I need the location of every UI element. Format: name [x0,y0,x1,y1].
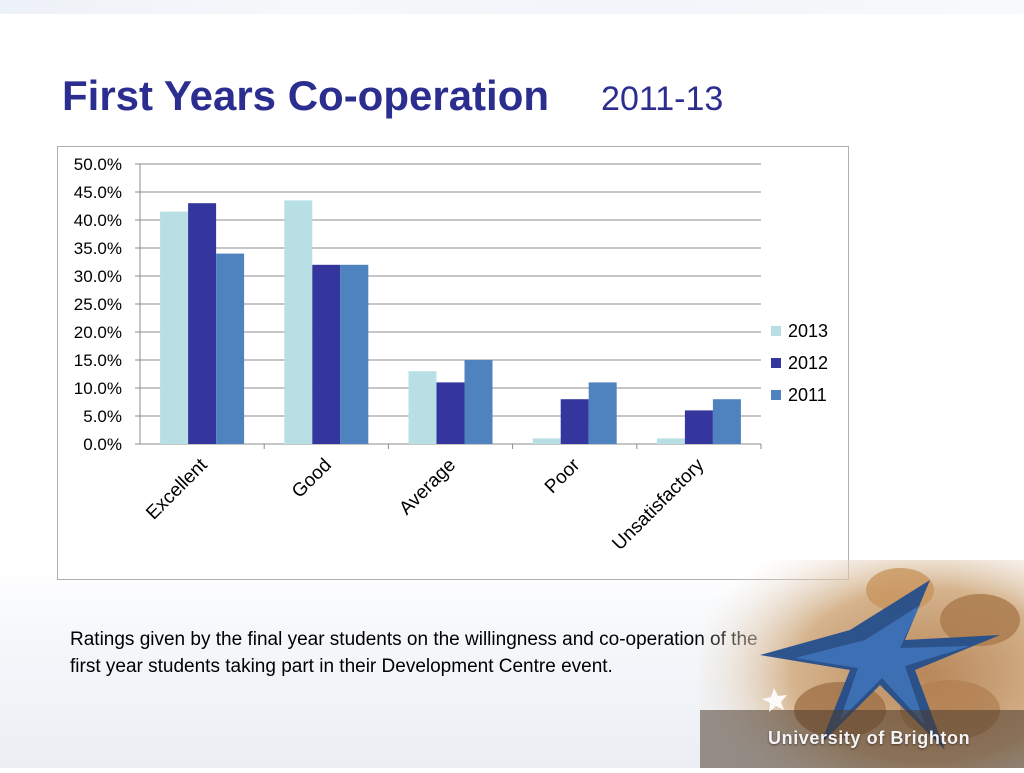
bar-2012-unsatisfactory [684,410,713,444]
y-tick-label: 10.0% [74,379,122,398]
bar-2013-average [408,371,437,444]
bar-2013-poor [532,438,561,444]
legend-swatch-2012 [771,358,781,368]
legend-swatch-2011 [771,390,781,400]
chart-bars [160,200,741,444]
header-decoration [0,0,1024,14]
y-tick-label: 40.0% [74,211,122,230]
bar-2011-unsatisfactory [712,399,741,444]
slide-caption: Ratings given by the final year students… [70,629,758,677]
starfish-logo-art [700,560,1024,768]
bar-2012-poor [560,399,589,444]
y-tick-label: 35.0% [74,239,122,258]
brand-wordmark: University of Brighton [768,728,971,748]
legend-label-2012: 2012 [788,353,828,373]
bar-2012-good [312,264,341,444]
bar-2011-average [464,360,493,444]
y-tick-label: 0.0% [83,435,122,454]
chart-legend: 2013 2012 2011 [771,321,828,405]
y-tick-label: 5.0% [83,407,122,426]
bar-chart: 0.0% 5.0% 10.0% 15.0% 20.0% 25.0% 30.0% 35.0% 40… [74,155,828,555]
x-category-label: Excellent [142,454,212,524]
y-tick-label: 50.0% [74,155,122,174]
y-tick-label: 30.0% [74,267,122,286]
x-category-label: Good [288,455,336,503]
x-category-label: Unsatisfactory [608,454,708,554]
bar-2011-excellent [216,253,245,444]
legend-label-2011: 2011 [788,385,827,405]
bar-2013-excellent [160,211,189,444]
bar-2012-average [436,382,465,444]
y-tick-label: 45.0% [74,183,122,202]
y-tick-label: 20.0% [74,323,122,342]
x-category-label: Poor [541,454,585,498]
title-year: 2011-13 [601,80,724,118]
bar-2013-unsatisfactory [656,438,685,444]
x-category-label: Average [395,455,460,520]
y-tick-label: 25.0% [74,295,122,314]
legend-swatch-2013 [771,326,781,336]
chart-panel: 0.0% 5.0% 10.0% 15.0% 20.0% 25.0% 30.0% 35.0% 40… [57,146,849,580]
bar-2013-good [284,200,313,444]
bar-2012-excellent [188,203,217,444]
slide-title: First Years Co-operation 2011-13 [62,68,723,127]
bar-2011-good [340,264,369,444]
legend-label-2013: 2013 [788,321,828,341]
bar-2011-poor [588,382,617,444]
title-text: First Years Co-operation [62,72,550,119]
y-tick-label: 15.0% [74,351,122,370]
